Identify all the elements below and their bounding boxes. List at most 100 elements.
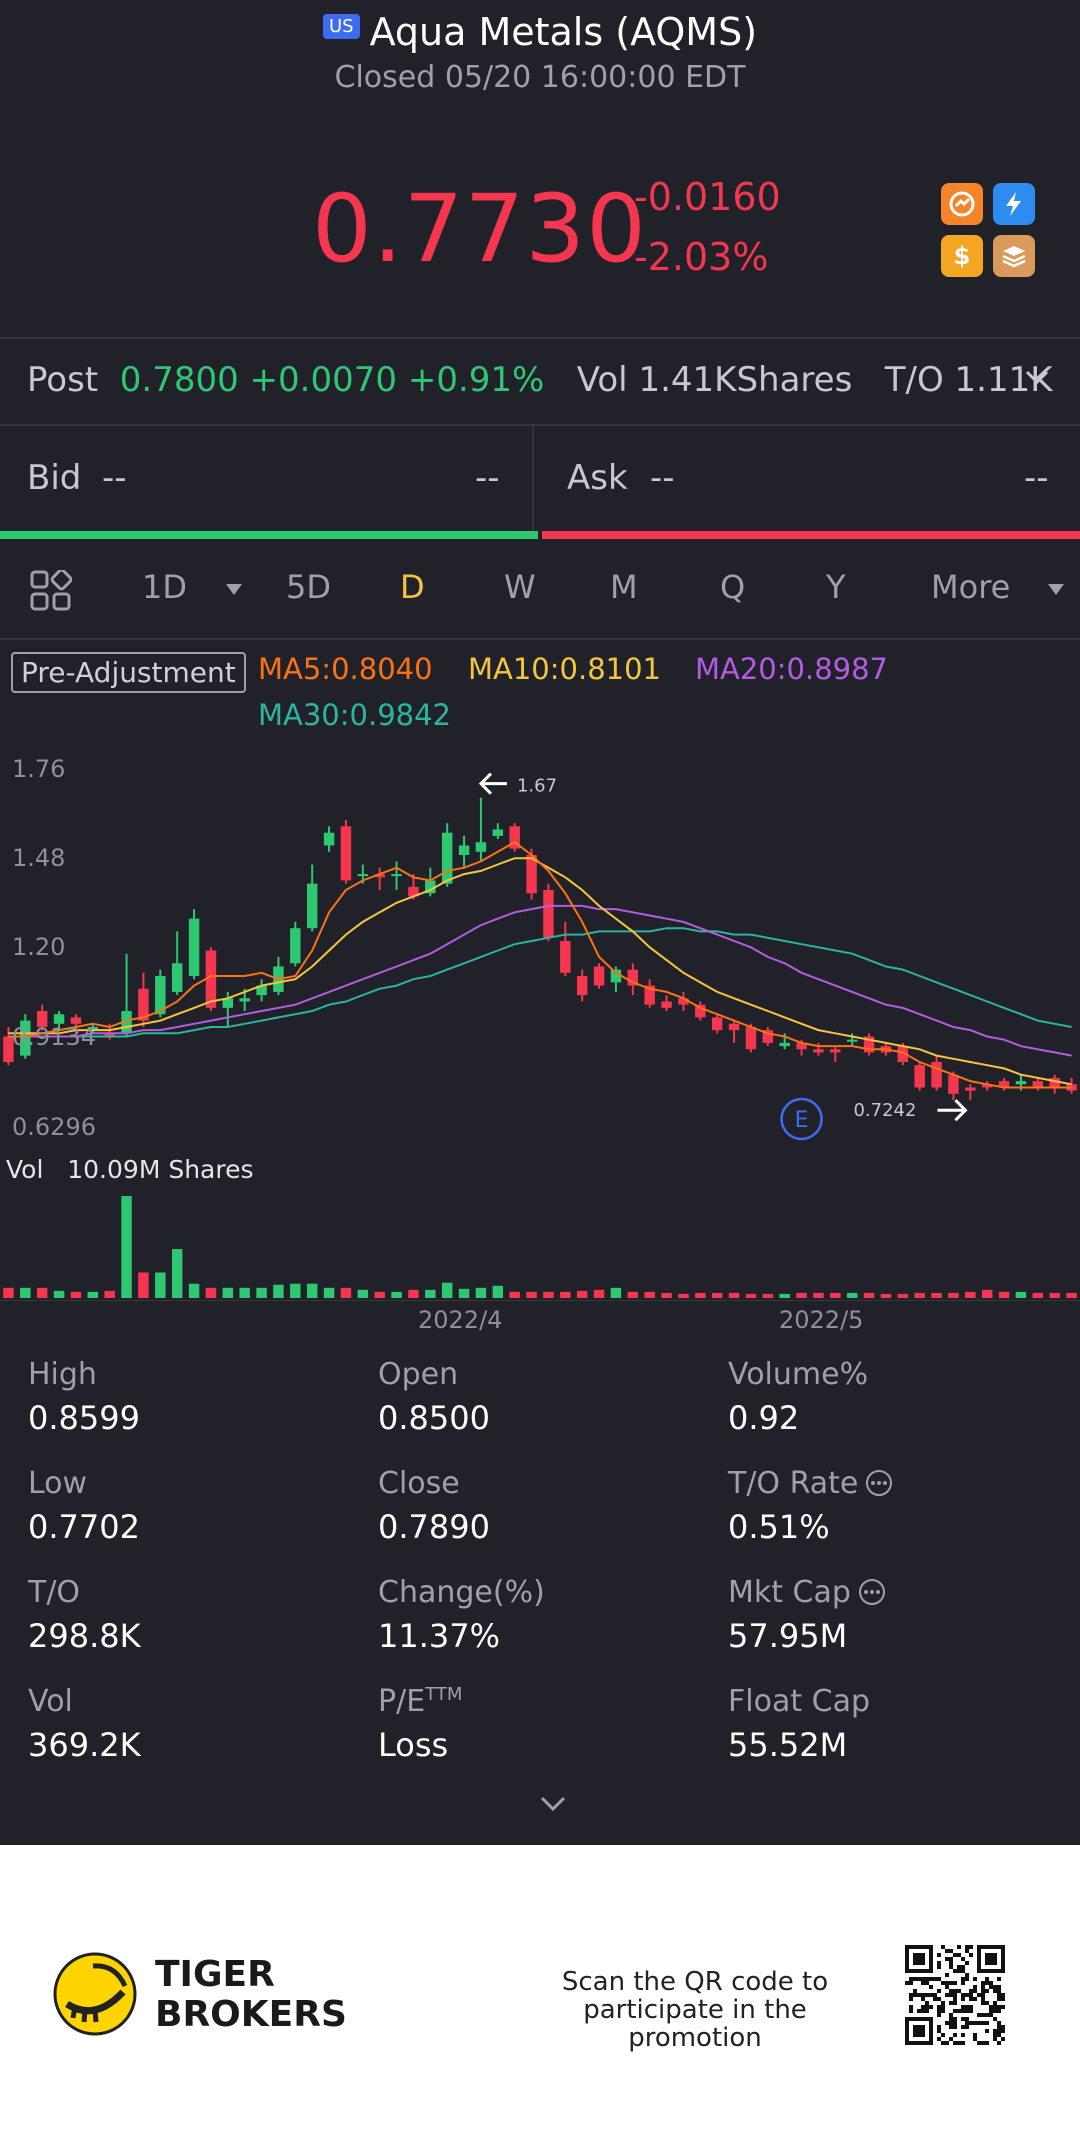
last-price: 0.7730: [312, 175, 647, 284]
dollar-icon[interactable]: $: [941, 235, 983, 277]
qr-module: [989, 2009, 993, 2013]
tab-day[interactable]: D: [400, 568, 425, 606]
x-tick: 2022/5: [779, 1306, 864, 1334]
tab-more[interactable]: More: [931, 568, 1011, 606]
qr-module: [977, 1993, 981, 1997]
volume-bar: [273, 1284, 284, 1298]
volume-bar: [543, 1291, 554, 1298]
candle-body: [897, 1046, 909, 1062]
qr-module: [913, 2025, 917, 2029]
tab-1d[interactable]: 1D: [142, 568, 187, 606]
qr-module: [945, 2041, 949, 2045]
level1-lightning-icon[interactable]: [993, 183, 1035, 225]
chevron-down-icon[interactable]: [536, 1792, 570, 1820]
volume-bar: [728, 1292, 740, 1298]
qr-module: [909, 2017, 913, 2021]
stat-value: 0.8599: [28, 1399, 140, 1437]
caret-down-icon[interactable]: [226, 584, 242, 595]
qr-module: [985, 1977, 989, 1981]
candle-body: [155, 976, 166, 1015]
caret-down-icon[interactable]: [1048, 584, 1064, 595]
bid-price: --: [102, 458, 127, 498]
volume-bar: [1049, 1292, 1060, 1298]
volume-bar: [998, 1291, 1010, 1298]
tab-quarter[interactable]: Q: [720, 568, 746, 606]
candle-body: [863, 1036, 875, 1053]
qr-module: [953, 2001, 957, 2005]
qr-module: [917, 2041, 921, 2045]
qr-module: [917, 1957, 921, 1961]
candle-body: [931, 1061, 942, 1088]
candlestick-chart[interactable]: 1.67 0.7242 E: [0, 740, 1080, 1160]
layout-grid-icon[interactable]: [30, 568, 73, 616]
qr-module: [985, 2029, 989, 2033]
qr-module: [977, 1965, 981, 1969]
qr-code[interactable]: [905, 1945, 1005, 2045]
stat-value: 298.8K: [28, 1617, 141, 1655]
stat-label: Change(%): [378, 1575, 545, 1610]
y-tick: 1.48: [12, 844, 66, 872]
qr-module: [929, 2021, 933, 2025]
stat-label-text: Volume%: [728, 1357, 869, 1392]
volume-label: Vol 10.09M Shares: [6, 1155, 254, 1184]
tab-week[interactable]: W: [504, 568, 536, 606]
candle-body: [492, 829, 504, 836]
qr-module: [909, 2009, 913, 2013]
chevron-down-icon[interactable]: [1022, 362, 1052, 396]
qr-module: [945, 1981, 949, 1985]
info-dots-icon[interactable]: [858, 1466, 894, 1501]
volume-bar: [779, 1293, 790, 1298]
volume-bar: [526, 1291, 537, 1298]
qr-module: [913, 1961, 917, 1965]
qr-module: [973, 2033, 977, 2037]
volume-bar: [171, 1249, 183, 1298]
qr-module: [997, 1989, 1001, 1993]
candle-body: [374, 874, 385, 878]
layers-icon[interactable]: [993, 235, 1035, 277]
qr-module: [917, 2009, 921, 2013]
volume-bar: [711, 1292, 723, 1298]
qr-module: [937, 1997, 941, 2001]
qr-module: [929, 2025, 933, 2029]
qr-module: [921, 1993, 925, 1997]
qr-module: [929, 1985, 933, 1989]
qr-module: [1001, 1945, 1005, 1949]
stat-label-text: T/O Rate: [728, 1466, 859, 1501]
stat-label-text: P/E: [378, 1684, 426, 1719]
qr-module: [961, 1981, 965, 1985]
qr-module: [925, 1945, 929, 1949]
volume-bar: [205, 1287, 217, 1298]
qr-module: [913, 1953, 917, 1957]
y-tick: 0.6296: [12, 1113, 96, 1141]
tab-5d[interactable]: 5D: [286, 568, 331, 606]
qr-module: [997, 1997, 1001, 2001]
qr-module: [913, 1989, 917, 1993]
qr-module: [1001, 1949, 1005, 1953]
qr-module: [981, 1969, 985, 1973]
tab-month[interactable]: M: [610, 568, 638, 606]
qr-module: [913, 1993, 917, 1997]
qr-module: [973, 1997, 977, 2001]
options-icon[interactable]: [941, 183, 983, 225]
volume-bar: [762, 1293, 774, 1298]
ma5-label: MA5:0.8040: [258, 652, 433, 686]
qr-module: [953, 2009, 957, 2013]
info-dots-icon[interactable]: [851, 1575, 887, 1610]
qr-module: [961, 2033, 965, 2037]
candle-body: [256, 985, 267, 996]
pre-adjustment-button[interactable]: Pre-Adjustment: [11, 652, 246, 693]
stat-label: Vol: [28, 1684, 73, 1719]
tab-year[interactable]: Y: [826, 568, 846, 606]
qr-module: [905, 2033, 909, 2037]
arrow-left-icon: [478, 772, 507, 795]
high-annotation: 1.67: [517, 776, 557, 797]
stat-label-text: Low: [28, 1466, 88, 1501]
qr-module: [913, 2033, 917, 2037]
post-market-row: Post 0.7800 +0.0070 +0.91% Vol 1.41KShar…: [27, 360, 1053, 400]
qr-module: [921, 1945, 925, 1949]
candle-body: [104, 1033, 115, 1037]
qr-module: [985, 1989, 989, 1993]
qr-module: [917, 2033, 921, 2037]
qr-module: [1001, 1957, 1005, 1961]
qr-module: [929, 1953, 933, 1957]
